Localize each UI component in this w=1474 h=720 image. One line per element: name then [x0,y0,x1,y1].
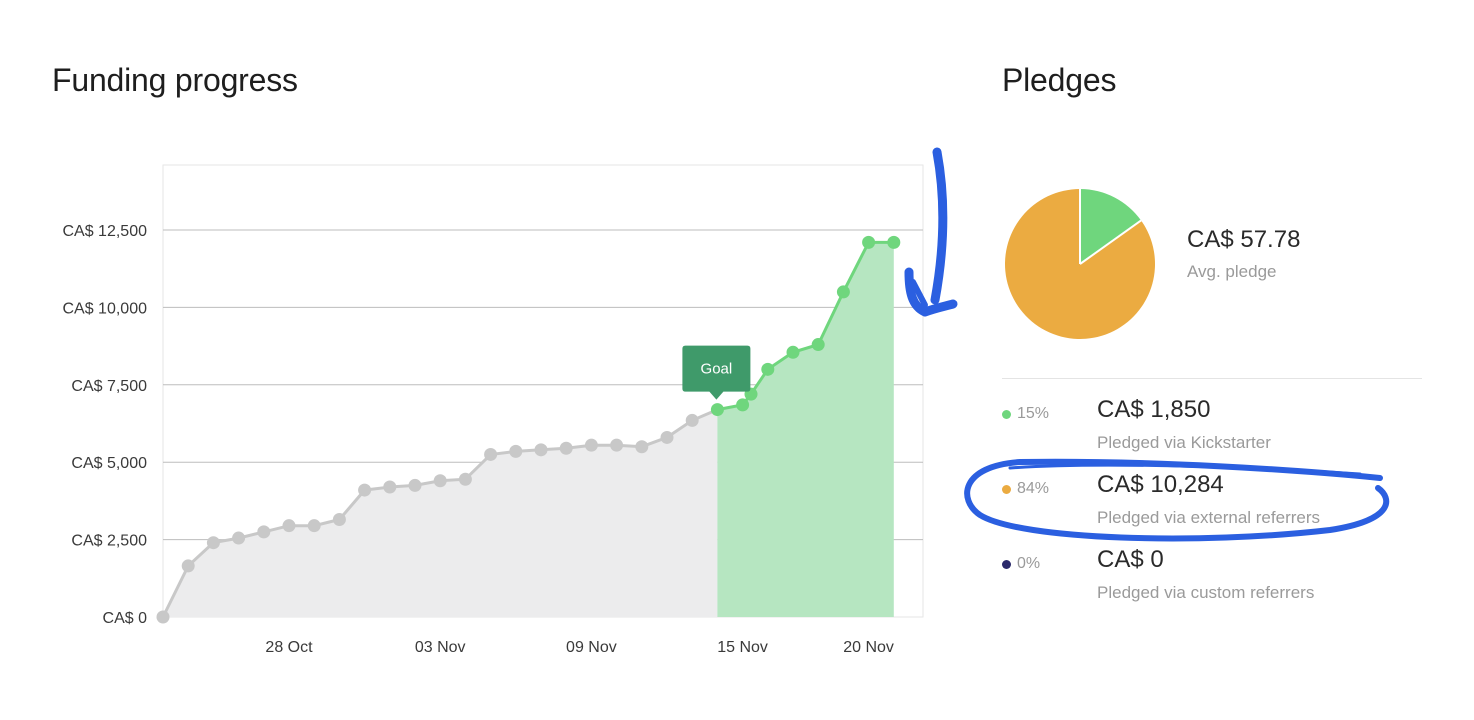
data-point [887,235,901,249]
pledge-row-external: 84% CA$ 10,284 Pledged via external refe… [1002,471,1422,545]
x-tick-labels: 28 Oct 03 Nov 09 Nov 15 Nov 20 Nov [265,639,894,656]
pie-slice-kickstarter [1080,189,1142,264]
x-tick-label: 28 Oct [265,639,313,656]
data-point [408,478,422,492]
data-point [282,519,296,533]
data-point [458,472,472,486]
pledge-amount: CA$ 10,284 [1097,471,1224,498]
data-point [635,440,649,454]
funding-progress-title: Funding progress [52,62,298,98]
pledge-source-label: Pledged via custom referrers [1097,583,1315,602]
goal-badge: Goal [682,345,751,400]
data-point [786,345,800,359]
data-point [358,483,372,497]
x-tick-label: 20 Nov [843,639,894,656]
data-point [534,443,548,457]
pledge-amount: CA$ 0 [1097,546,1164,573]
y-tick-label: CA$ 0 [103,610,148,627]
avg-pledge-label: Avg. pledge [1187,262,1277,281]
data-point [862,235,876,249]
data-point [332,512,346,526]
pledge-percent: 0% [1017,555,1041,572]
divider [1002,378,1422,379]
data-point [660,430,674,444]
data-point [484,447,498,461]
x-tick-label: 15 Nov [717,639,768,656]
data-point [811,338,825,352]
pie-separator [1079,219,1142,265]
pledges-title: Pledges [1002,62,1117,98]
goal-badge-label: Goal [701,361,733,378]
pledge-row-kickstarter: 15% CA$ 1,850 Pledged via Kickstarter [1002,396,1422,470]
data-point [509,444,523,458]
y-tick-labels: CA$ 0 CA$ 2,500 CA$ 5,000 CA$ 7,500 CA$ 10,0… [62,223,147,627]
annotation-circle [964,458,1390,542]
pledge-pie-chart [1005,189,1155,339]
data-point [559,441,573,455]
data-point [383,480,397,494]
pledge-source-label: Pledged via Kickstarter [1097,433,1271,452]
data-point [836,285,850,299]
area-after-goal [717,242,894,617]
pledge-amount: CA$ 1,850 [1097,396,1211,423]
data-point [156,610,170,624]
avg-pledge-value: CA$ 57.78 [1187,226,1301,253]
goal-badge-shape [682,345,751,400]
legend-dot-external [1002,485,1011,494]
y-tick-label: CA$ 7,500 [71,378,147,395]
data-point [433,474,447,488]
data-point [761,362,775,376]
pledge-source-label: Pledged via external referrers [1097,508,1321,527]
data-point [206,536,220,550]
pledge-percent: 15% [1017,405,1050,422]
data-points [156,235,901,624]
y-tick-label: CA$ 5,000 [71,455,147,472]
legend-dot-kickstarter [1002,410,1011,419]
data-point [710,403,724,417]
data-point [610,438,624,452]
pledge-row-custom: 0% CA$ 0 Pledged via custom referrers [1002,546,1422,620]
y-tick-label: CA$ 2,500 [71,533,147,550]
data-point [685,413,699,427]
data-point [181,559,195,573]
area-before-goal [163,409,718,617]
data-point [257,525,271,539]
pledge-percent: 84% [1017,480,1050,497]
x-tick-label: 03 Nov [415,639,466,656]
y-tick-label: CA$ 12,500 [62,223,147,240]
data-point [307,519,321,533]
legend-dot-custom [1002,560,1011,569]
annotation-arrow [904,147,958,317]
data-point [584,438,598,452]
data-point [232,531,246,545]
y-tick-label: CA$ 10,000 [62,300,147,317]
data-point [736,398,750,412]
x-tick-label: 09 Nov [566,639,617,656]
area-fills [163,242,894,617]
